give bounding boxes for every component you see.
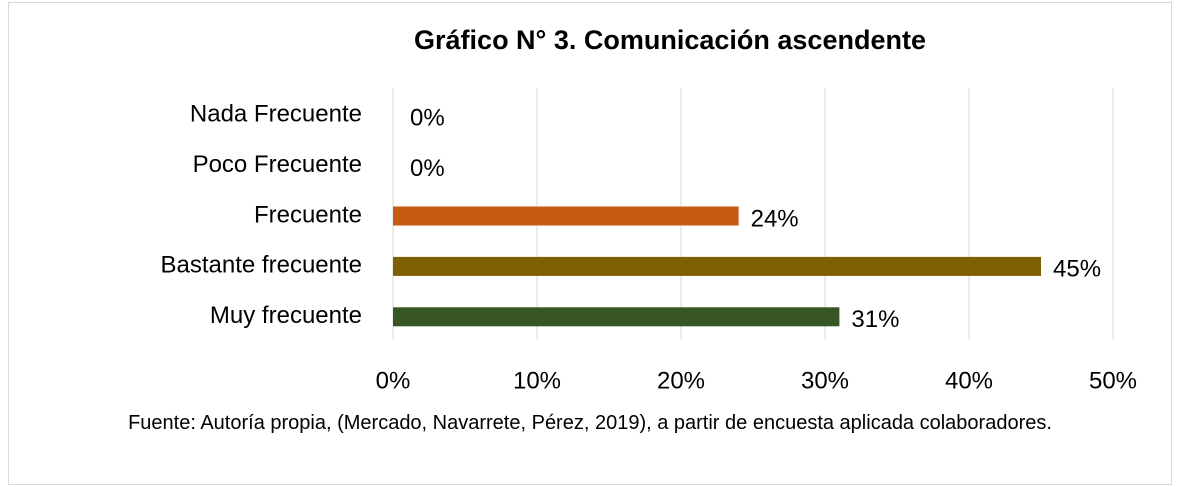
bar xyxy=(393,307,840,327)
x-tick-label: 20% xyxy=(657,367,705,394)
y-tick-label: Poco Frecuente xyxy=(193,151,362,178)
x-tick-label: 40% xyxy=(945,367,993,394)
y-tick-label: Frecuente xyxy=(254,201,362,228)
chart-title: Gráfico N° 3. Comunicación ascendente xyxy=(414,25,926,55)
y-tick-label: Muy frecuente xyxy=(210,302,362,329)
bar xyxy=(393,206,739,226)
y-tick-label: Bastante frecuente xyxy=(161,252,362,279)
y-tick-label: Nada Frecuente xyxy=(190,101,362,128)
x-tick-label: 30% xyxy=(801,367,849,394)
x-tick-label: 10% xyxy=(513,367,561,394)
x-tick-label: 50% xyxy=(1089,367,1137,394)
data-label: 45% xyxy=(1053,256,1101,283)
bar xyxy=(393,256,1041,276)
chart-border xyxy=(8,2,1172,485)
data-label: 24% xyxy=(751,205,799,232)
x-tick-label: 0% xyxy=(376,367,411,394)
source-note: Fuente: Autoría propia, (Mercado, Navarr… xyxy=(128,412,1052,434)
data-label: 0% xyxy=(410,155,445,182)
data-label: 31% xyxy=(851,306,899,333)
data-label: 0% xyxy=(410,105,445,132)
